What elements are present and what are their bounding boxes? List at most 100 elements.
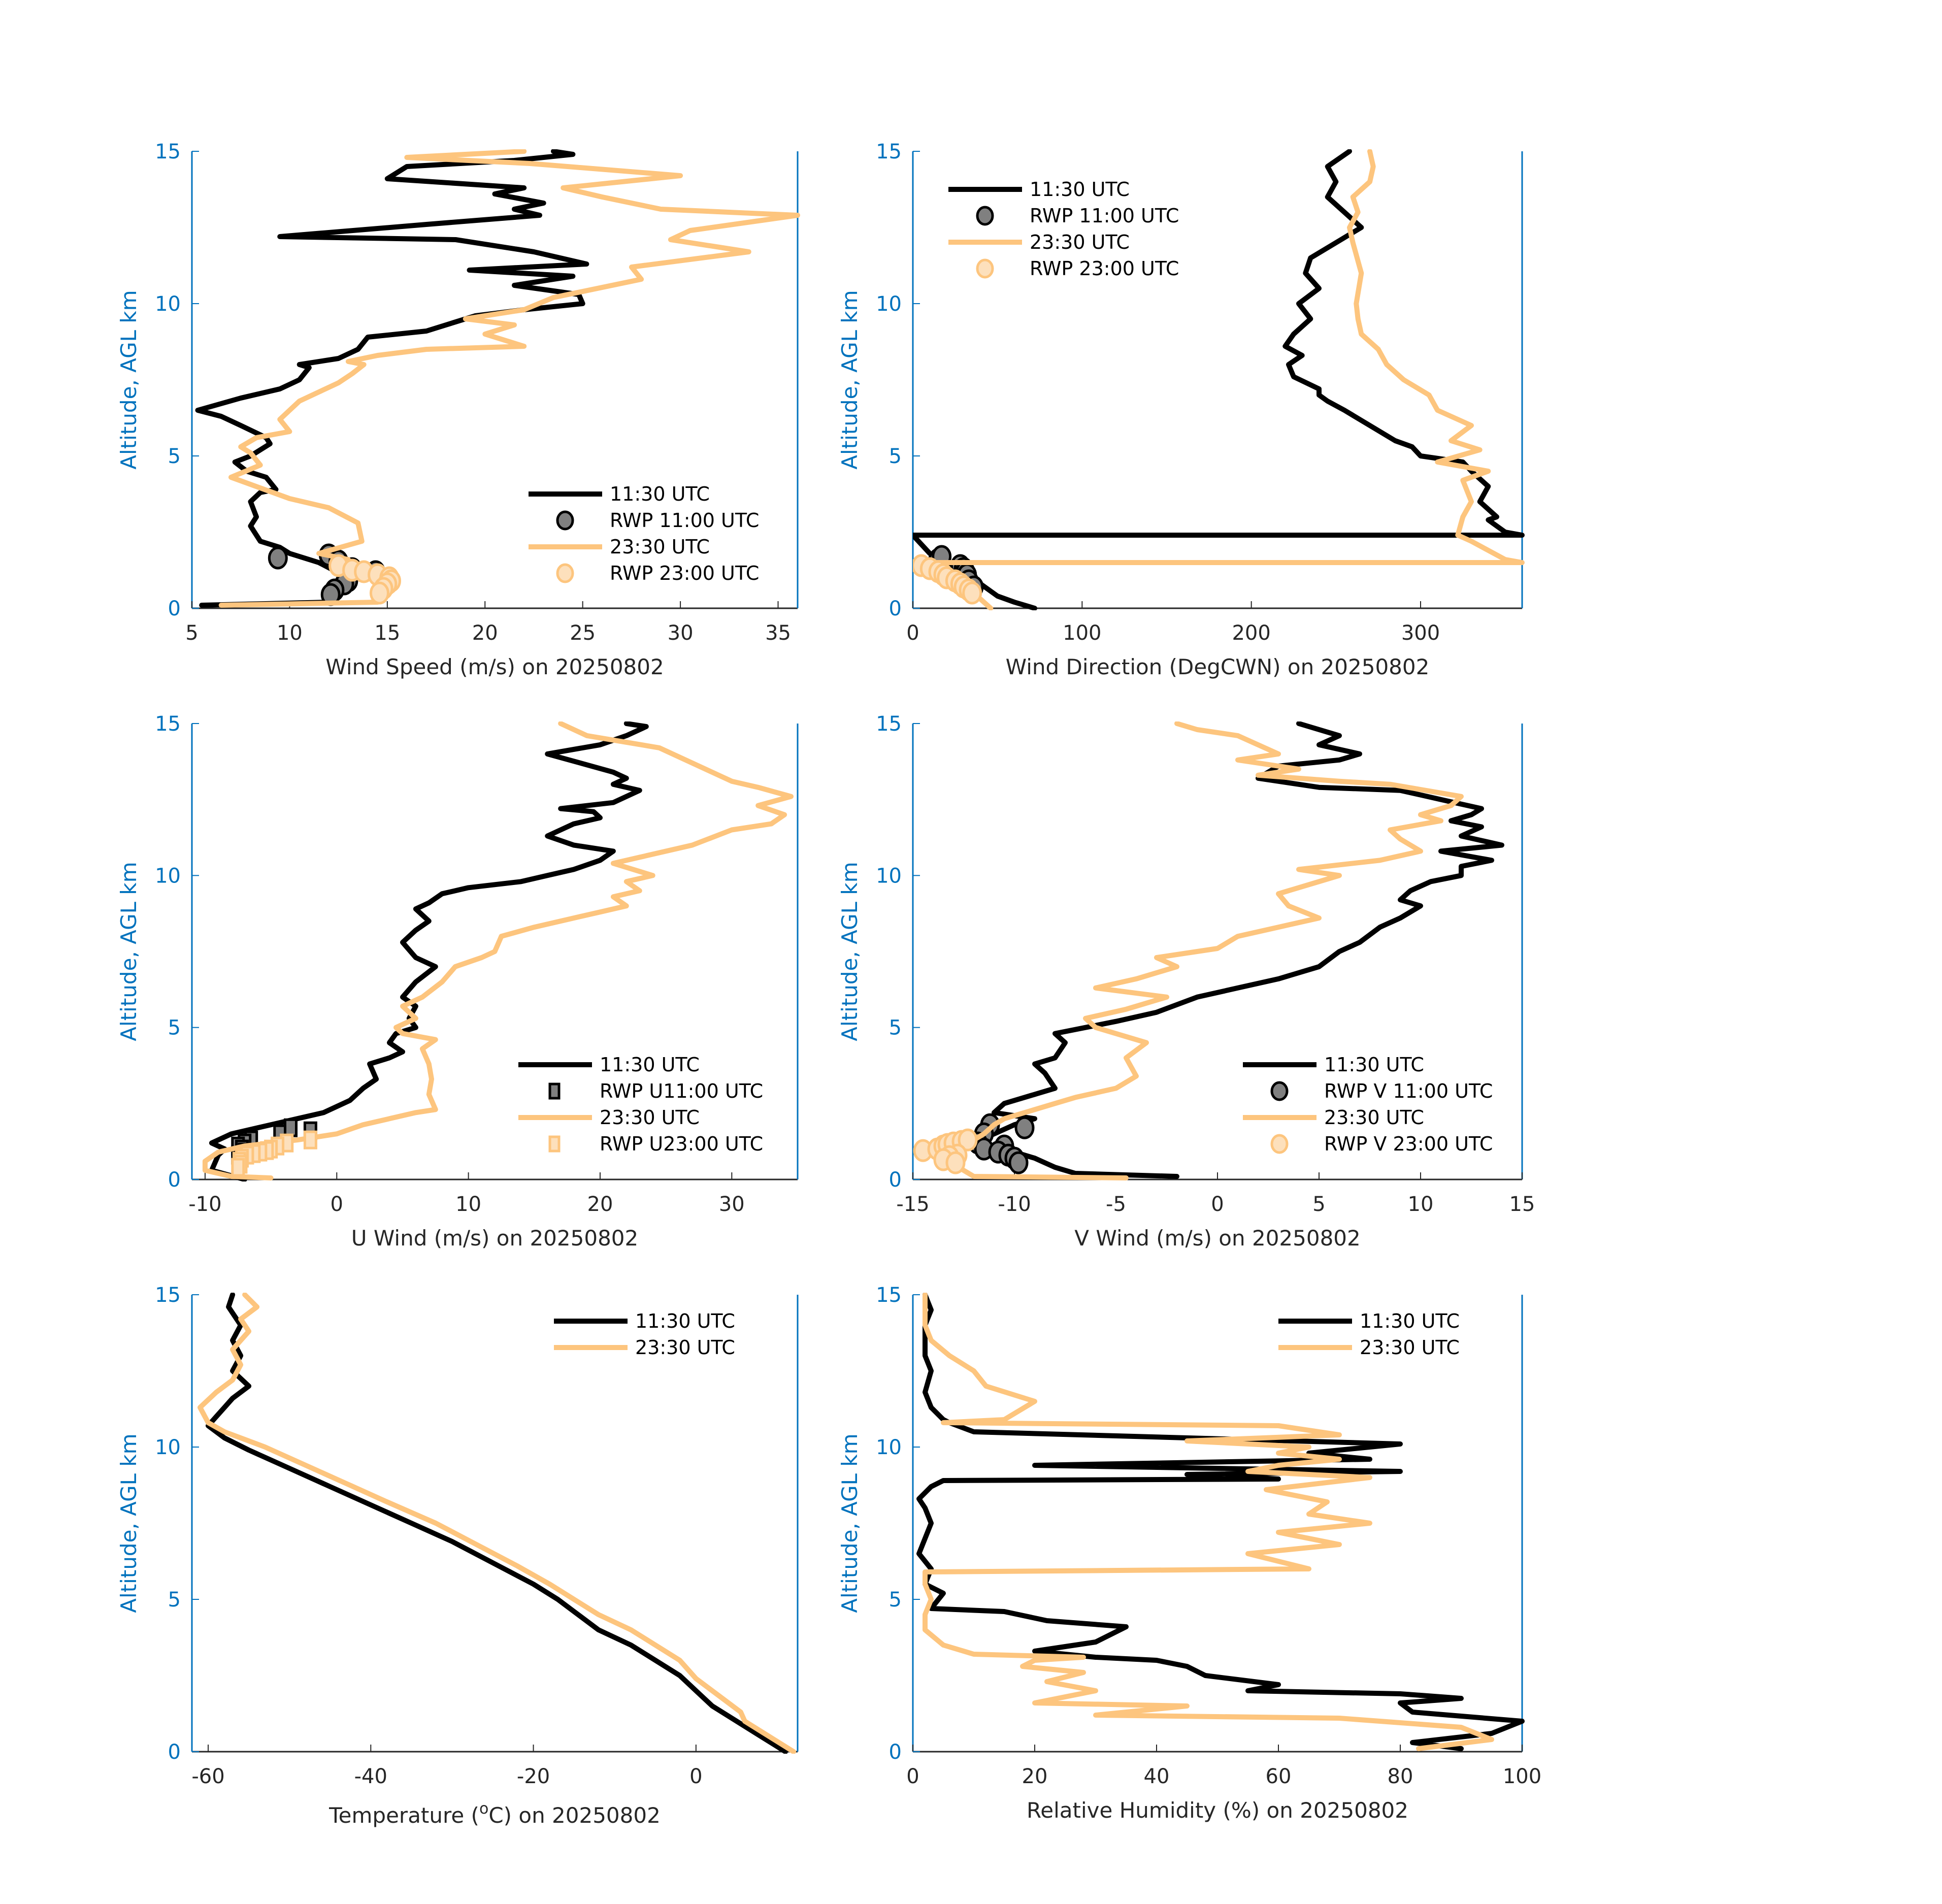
y-tick-label: 5 — [168, 1588, 181, 1612]
legend-entry-label: 11:30 UTC — [600, 1054, 700, 1076]
legend: 11:30 UTC 23:30 UTC — [554, 1310, 735, 1359]
x-axis-label: U Wind (m/s) on 20250802 — [351, 1226, 639, 1251]
legend-marker-swatch — [976, 258, 994, 279]
legend-entry-label: 23:30 UTC — [610, 536, 710, 558]
y-tick-label: 10 — [876, 864, 902, 888]
rwp-marker — [945, 1151, 966, 1174]
series-line-2330utc — [931, 721, 1464, 1180]
series-line-2330utc — [923, 1293, 1494, 1751]
legend-marker-swatch — [1270, 1081, 1289, 1101]
panel-temperature: -60 -40 -20 0 0 5 10 15 Temperature (oC) on 2025… — [116, 1284, 799, 1828]
y-tick-label: 10 — [155, 864, 181, 888]
y-tick-label: 15 — [876, 712, 902, 736]
legend: 11:30 UTC RWP 11:00 UTC 23:30 UTC RWP 23:00… — [529, 483, 759, 584]
series-line-1130utc — [913, 149, 1525, 610]
legend-entry-label: 23:30 UTC — [1324, 1106, 1424, 1129]
x-tick-label: 25 — [570, 621, 596, 645]
plot-area — [916, 1293, 1525, 1751]
y-tick-label: 10 — [876, 292, 902, 316]
rwp-marker — [958, 1128, 978, 1152]
legend-marker-swatch — [548, 1135, 561, 1153]
x-tick-label: 60 — [1266, 1765, 1292, 1788]
rwp-marker — [268, 546, 288, 570]
legend-marker-swatch — [556, 510, 574, 531]
rwp-marker — [303, 1130, 317, 1150]
y-tick-label: 10 — [155, 292, 181, 316]
y-tick-label: 0 — [889, 1741, 902, 1764]
series-line-1130utc — [209, 721, 649, 1181]
x-tick-label: 35 — [765, 621, 791, 645]
rwp-marker — [231, 1158, 245, 1177]
x-tick-label: 0 — [906, 1765, 919, 1788]
legend-entry-label: RWP U11:00 UTC — [600, 1080, 763, 1102]
x-tick-label: 100 — [1503, 1765, 1541, 1788]
x-tick-label: 30 — [668, 621, 694, 645]
y-tick-label: 0 — [168, 1168, 181, 1192]
legend-marker-swatch — [556, 563, 574, 583]
x-tick-label: 0 — [1211, 1193, 1224, 1216]
legend: 11:30 UTC RWP V 11:00 UTC 23:30 UTC RWP V 2… — [1243, 1054, 1493, 1155]
rwp-marker — [284, 1118, 298, 1137]
x-tick-label: 5 — [185, 621, 198, 645]
x-axis-label: Wind Speed (m/s) on 20250802 — [325, 654, 664, 679]
x-tick-label: -10 — [998, 1193, 1031, 1216]
legend-entry-label: 11:30 UTC — [1030, 178, 1130, 201]
series-line-2330utc — [218, 149, 800, 608]
legend-entry-label: 11:30 UTC — [1324, 1054, 1424, 1076]
series-line-2330utc — [913, 149, 1525, 610]
x-tick-label: -20 — [517, 1765, 550, 1788]
x-tick-label: -15 — [896, 1193, 929, 1216]
x-tick-label: 15 — [374, 621, 400, 645]
panel-wind_direction: 0 100 200 300 0 5 10 15 Wind Direction (DegCWN) … — [837, 140, 1525, 679]
series-line-2330utc — [198, 1293, 796, 1754]
panel-u_wind: -10 0 10 20 30 0 5 10 15 U Wind (m/s) on 20250802… — [116, 712, 799, 1251]
legend: 11:30 UTC 23:30 UTC — [1278, 1310, 1460, 1359]
x-tick-label: 5 — [1312, 1193, 1325, 1216]
panel-v_wind: -15 -10 -5 0 5 10 15 0 5 10 15 V Wind (m/s) on 2025… — [837, 712, 1535, 1251]
y-tick-label: 15 — [876, 1284, 902, 1307]
rwp-marker — [1014, 1116, 1035, 1139]
legend-entry-label: RWP 11:00 UTC — [610, 509, 759, 532]
x-tick-label: 20 — [472, 621, 498, 645]
x-axis-label: Relative Humidity (%) on 20250802 — [1027, 1798, 1408, 1823]
legend-entry-label: 11:30 UTC — [635, 1310, 735, 1332]
y-tick-label: 15 — [155, 140, 181, 163]
y-axis-label: Altitude, AGL km — [837, 1433, 862, 1613]
legend-entry-label: RWP 23:00 UTC — [1030, 257, 1179, 280]
x-tick-label: 20 — [1022, 1765, 1048, 1788]
series-line-1130utc — [195, 149, 589, 608]
x-tick-label: 15 — [1509, 1193, 1535, 1216]
series-line-1130utc — [206, 1293, 788, 1754]
x-tick-label: 0 — [906, 621, 919, 645]
legend-entry-label: RWP V 11:00 UTC — [1324, 1080, 1493, 1102]
y-axis-label: Altitude, AGL km — [116, 862, 141, 1041]
plot-area — [195, 149, 800, 608]
x-tick-label: 100 — [1063, 621, 1101, 645]
y-tick-label: 10 — [876, 1436, 902, 1459]
x-tick-label: 40 — [1144, 1765, 1170, 1788]
y-tick-label: 5 — [168, 1016, 181, 1040]
plot-area — [913, 149, 1525, 610]
legend-marker-swatch — [976, 206, 994, 226]
legend-entry-label: RWP 23:00 UTC — [610, 562, 759, 584]
legend-entry-label: 23:30 UTC — [1030, 231, 1130, 253]
panel-relative_humidity: 0 20 40 60 80 100 0 5 10 15 Relative Humidity (%) … — [837, 1284, 1541, 1823]
x-tick-label: -10 — [188, 1193, 221, 1216]
y-axis-label: Altitude, AGL km — [116, 290, 141, 469]
legend-entry-label: RWP 11:00 UTC — [1030, 205, 1179, 227]
x-tick-label: 30 — [719, 1193, 745, 1216]
legend-entry-label: RWP V 23:00 UTC — [1324, 1133, 1493, 1155]
rwp-marker — [1008, 1151, 1029, 1174]
legend: 11:30 UTC RWP U11:00 UTC 23:30 UTC RWP U23:… — [518, 1054, 763, 1155]
x-tick-label: -5 — [1106, 1193, 1126, 1216]
x-axis-label: Wind Direction (DegCWN) on 20250802 — [1006, 654, 1430, 679]
legend: 11:30 UTC RWP 11:00 UTC 23:30 UTC RWP 23:00… — [948, 178, 1179, 280]
y-tick-label: 5 — [889, 445, 902, 468]
legend-marker-swatch — [1270, 1134, 1289, 1154]
y-tick-label: 5 — [889, 1588, 902, 1612]
y-tick-label: 15 — [155, 1284, 181, 1307]
y-tick-label: 0 — [168, 597, 181, 620]
